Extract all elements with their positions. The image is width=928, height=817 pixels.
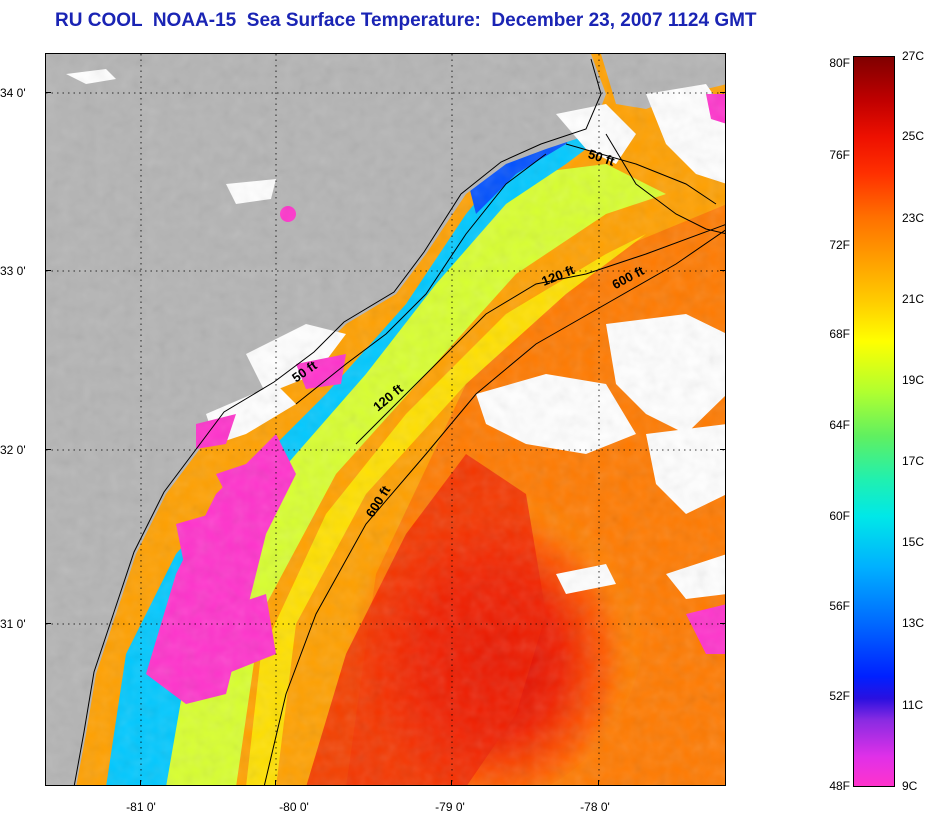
colorbar-f-label: 64F: [829, 418, 850, 432]
contour-600ft: [263, 229, 725, 785]
x-tick: [451, 780, 452, 786]
colorbar-c-label: 23C: [902, 211, 925, 225]
colorbar-c-label: 11C: [902, 698, 924, 712]
sst-map-canvas: [46, 54, 725, 785]
x-tick: [598, 780, 599, 786]
coastline: [73, 58, 602, 785]
lat-lon-grid: [46, 54, 725, 785]
lon-label: -81 0': [126, 800, 156, 814]
lon-label: -79 0': [435, 800, 465, 814]
colorbar-c-label: 25C: [902, 129, 925, 143]
colorbar-f-label: 72F: [829, 238, 850, 252]
lat-label: 32 0': [0, 443, 26, 457]
lat-label: 34 0': [0, 86, 26, 100]
colorbar-c-label: 15C: [902, 535, 925, 549]
colorbar-c-label: 27C: [902, 49, 925, 63]
coastline-outer-banks: [605, 133, 725, 235]
colorbar-c-label: 9C: [902, 779, 918, 793]
colorbar-c-label: 13C: [902, 616, 925, 630]
contour-50ft-south: [295, 153, 547, 405]
lon-label: -78 0': [580, 800, 610, 814]
colorbar-f-label: 68F: [829, 327, 850, 341]
y-tick: [720, 270, 726, 271]
contour-50ft-north: [565, 143, 717, 205]
contour-120ft: [355, 224, 725, 445]
colorbar-f-label: 60F: [829, 509, 850, 523]
x-tick: [140, 780, 141, 786]
lat-label: 31 0': [0, 617, 26, 631]
colorbar-f-label: 48F: [829, 779, 850, 793]
y-tick: [45, 92, 51, 93]
y-tick: [45, 623, 51, 624]
temperature-colorbar: [853, 56, 895, 787]
y-tick: [720, 92, 726, 93]
y-tick: [45, 270, 51, 271]
colorbar-f-label: 56F: [829, 599, 850, 613]
colorbar-c-label: 17C: [902, 454, 925, 468]
page-title: RU COOL NOAA-15 Sea Surface Temperature:…: [55, 10, 757, 31]
y-tick: [720, 623, 726, 624]
colorbar-c-label: 21C: [902, 292, 925, 306]
lat-label: 33 0': [0, 264, 26, 278]
texture-overlay: [46, 54, 725, 785]
colorbar-f-label: 52F: [829, 689, 850, 703]
sst-map: 50 ft 120 ft 600 ft 50 ft 120 ft 600 ft: [45, 53, 726, 786]
colorbar-f-label: 76F: [829, 148, 850, 162]
lon-label: -80 0': [279, 800, 309, 814]
x-tick: [275, 780, 276, 786]
y-tick: [720, 449, 726, 450]
colorbar-f-label: 80F: [829, 56, 850, 70]
y-tick: [45, 449, 51, 450]
colorbar-c-label: 19C: [902, 373, 925, 387]
